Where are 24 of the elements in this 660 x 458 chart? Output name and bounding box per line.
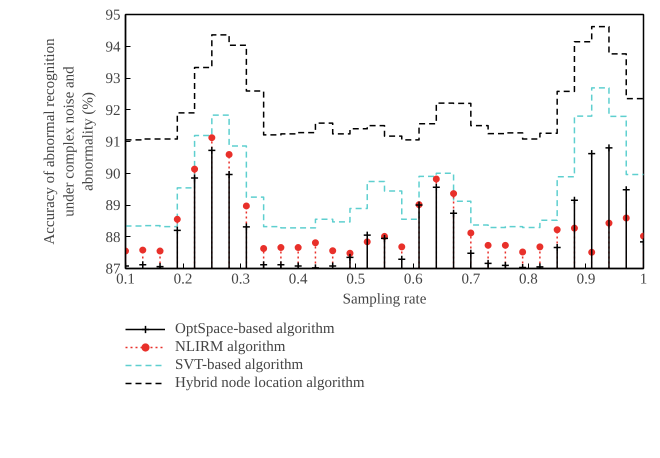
x-tick-label: 0.4 — [288, 272, 308, 288]
x-tick-label: 0.2 — [174, 272, 192, 288]
y-tick-label: 91 — [106, 134, 120, 150]
x-tick-label: 0.5 — [346, 272, 366, 288]
x-tick-label: 0.9 — [576, 272, 596, 288]
x-tick-label: 0.8 — [519, 272, 538, 288]
y-tick-label: 89 — [106, 198, 120, 214]
x-tick-label: 1 — [640, 272, 648, 288]
legend-label: SVT-based algorithm — [175, 356, 304, 374]
x-tick-label: 0.3 — [231, 272, 250, 288]
x-tick-label: 0.6 — [404, 272, 424, 288]
x-tick-label: 0.1 — [116, 272, 135, 288]
y-tick-label: 95 — [106, 8, 120, 24]
y-tick-label: 88 — [106, 230, 120, 246]
legend-label: NLIRM algorithm — [175, 338, 286, 356]
y-tick-label: 94 — [106, 39, 121, 56]
legend-label: OptSpace-based algorithm — [175, 320, 335, 338]
legend-label: Hybrid node location algorithm — [175, 374, 365, 392]
y-tick-label: 92 — [106, 102, 120, 119]
y-tick-label: 93 — [106, 71, 120, 87]
y-tick-label: 90 — [106, 166, 120, 182]
x-axis-title: Sampling rate — [342, 292, 427, 308]
x-tick-label: 0.7 — [461, 272, 481, 288]
y-axis-title: Accuracy of abnormal recognition under complex noise and abnormality (%) — [42, 38, 96, 245]
